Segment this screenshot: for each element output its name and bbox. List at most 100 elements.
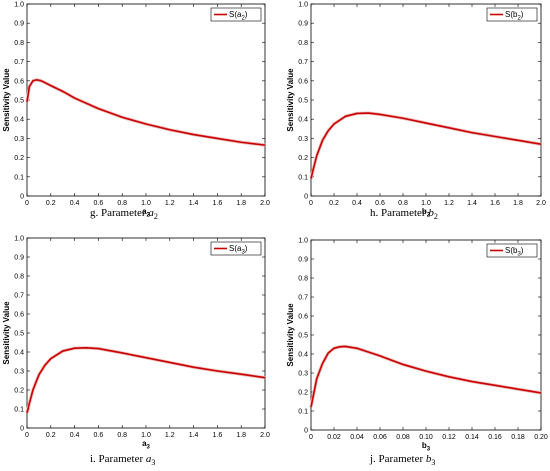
x-tick-label: 0.8 [398, 200, 408, 207]
y-tick-label: 1.0 [298, 238, 308, 245]
y-tick-label: 0 [304, 194, 308, 201]
series-line [310, 112, 542, 179]
y-tick-label: 0.3 [298, 371, 308, 378]
y-tick-label: 0.5 [298, 333, 308, 340]
x-tick-label: 0.20 [534, 434, 548, 441]
series-line [26, 79, 266, 146]
x-tick-label: 0.2 [329, 200, 339, 207]
chart-panel-2: 0 0.1 0.2 0.3 0.4 0.5 0.6 0.7 0.8 0.9 1.0 0 0.2 0.4 0.… [286, 2, 546, 222]
x-tick-label: 0.4 [70, 200, 80, 207]
x-tick-label: 0.6 [375, 200, 385, 207]
y-tick-label: 0.2 [298, 390, 308, 397]
y-tick-label: 0 [20, 194, 24, 201]
y-tick-label: 0.1 [14, 174, 24, 181]
x-tick-label: 0.10 [419, 434, 433, 441]
y-tick-label: 0.5 [14, 98, 24, 105]
series-line [26, 347, 266, 413]
x-tick-label: 0.4 [352, 200, 362, 207]
x-tick-label: 1.8 [236, 432, 246, 439]
x-tick-label: 1.0 [421, 200, 431, 207]
y-tick-label: 0.4 [298, 117, 308, 124]
x-tick-label: 1.8 [236, 200, 246, 207]
y-tick-label: 0.4 [298, 352, 308, 359]
x-tick-label: 1.4 [189, 432, 199, 439]
x-tick-label: 0.18 [511, 434, 525, 441]
x-tick-label: 1.4 [467, 200, 477, 207]
y-tick-label: 0.2 [298, 155, 308, 162]
x-tick-label: 0.4 [70, 432, 80, 439]
x-tick-label: 0.2 [46, 432, 56, 439]
y-tick-label: 0 [20, 426, 24, 433]
y-tick-label: 0.3 [298, 136, 308, 143]
x-tick-label: 1.6 [490, 200, 500, 207]
y-tick-label: 0.8 [14, 274, 24, 281]
chart-panel-3: 0 0.1 0.2 0.3 0.4 0.5 0.6 0.7 0.8 0.9 1.0 0 0.2 0.4 0.… [2, 236, 270, 468]
x-tick-label: 1.0 [141, 432, 151, 439]
plot-frame [310, 3, 542, 197]
y-tick-label: 0.5 [14, 331, 24, 338]
y-tick-label: 0.1 [14, 407, 24, 414]
legend-box [486, 243, 538, 258]
y-tick-label: 0.1 [298, 174, 308, 181]
x-tick-label: 1.6 [213, 200, 223, 207]
y-axis-label: Sensitivity Value [286, 68, 295, 132]
y-tick-label: 0.6 [14, 78, 24, 85]
x-tick-label: 0.14 [465, 434, 479, 441]
x-tick-label: 0.02 [327, 434, 341, 441]
y-tick-label: 0.2 [14, 388, 24, 395]
y-tick-label: 0.7 [14, 59, 24, 66]
y-tick-label: 0.4 [14, 350, 24, 357]
x-tick-label: 0.06 [373, 434, 387, 441]
x-tick-label: 2.0 [260, 432, 270, 439]
y-tick-label: 0.8 [298, 276, 308, 283]
y-tick-label: 0.1 [298, 409, 308, 416]
panel-caption: h. Parameter b2 [370, 207, 438, 221]
y-axis-label: Sensitivity Value [2, 68, 11, 132]
x-tick-label: 0.8 [117, 200, 127, 207]
legend-box [486, 7, 538, 22]
x-tick-label: 0.6 [94, 200, 104, 207]
x-tick-label: 1.6 [213, 432, 223, 439]
y-tick-label: 0.6 [14, 312, 24, 319]
y-tick-label: 0.5 [298, 98, 308, 105]
x-tick-label: 1.4 [189, 200, 199, 207]
y-tick-label: 0.9 [298, 257, 308, 264]
plot-frame [26, 237, 266, 429]
chart-panel-1: 0 0.1 0.2 0.3 0.4 0.5 0.6 0.7 0.8 0.9 1.0 0 0.2 0.4 0.… [2, 2, 270, 222]
y-tick-label: 0.9 [14, 21, 24, 28]
y-tick-label: 0.9 [298, 21, 308, 28]
x-tick-label: 0.08 [396, 434, 410, 441]
y-tick-label: 0.9 [14, 255, 24, 262]
x-tick-label: 0 [309, 200, 313, 207]
x-tick-label: 0.04 [350, 434, 364, 441]
legend-box [210, 241, 262, 256]
y-tick-label: 0.7 [298, 295, 308, 302]
series-line-halo [25, 78, 266, 147]
x-tick-label: 2.0 [260, 200, 270, 207]
y-tick-label: 0.6 [298, 314, 308, 321]
series-line [310, 345, 542, 408]
legend-entry: S(b2) [505, 10, 524, 22]
y-tick-label: 1.0 [14, 236, 24, 243]
x-tick-label: 1.2 [165, 200, 175, 207]
x-tick-label: 1.8 [513, 200, 523, 207]
x-tick-label: 0 [25, 432, 29, 439]
x-axis-label: b3 [422, 441, 431, 453]
y-tick-label: 1.0 [14, 2, 24, 9]
legend-entry: S(a2) [229, 10, 248, 22]
plot-frame [26, 3, 266, 197]
y-tick-label: 0.3 [14, 369, 24, 376]
legend: S(a2) [210, 7, 262, 22]
panel-caption: g. Parameter a2 [90, 207, 158, 221]
y-tick-label: 0 [304, 428, 308, 435]
legend: S(a3) [210, 241, 262, 256]
x-tick-label: 1.2 [444, 200, 454, 207]
x-tick-label: 0.16 [488, 434, 502, 441]
x-tick-label: 0 [25, 200, 29, 207]
y-tick-label: 0.7 [298, 59, 308, 66]
x-tick-label: 0.8 [117, 432, 127, 439]
y-tick-label: 0.2 [14, 155, 24, 162]
panel-caption: j. Parameter b3 [369, 453, 435, 467]
legend: S(b2) [486, 7, 538, 22]
x-tick-label: 0.6 [94, 432, 104, 439]
